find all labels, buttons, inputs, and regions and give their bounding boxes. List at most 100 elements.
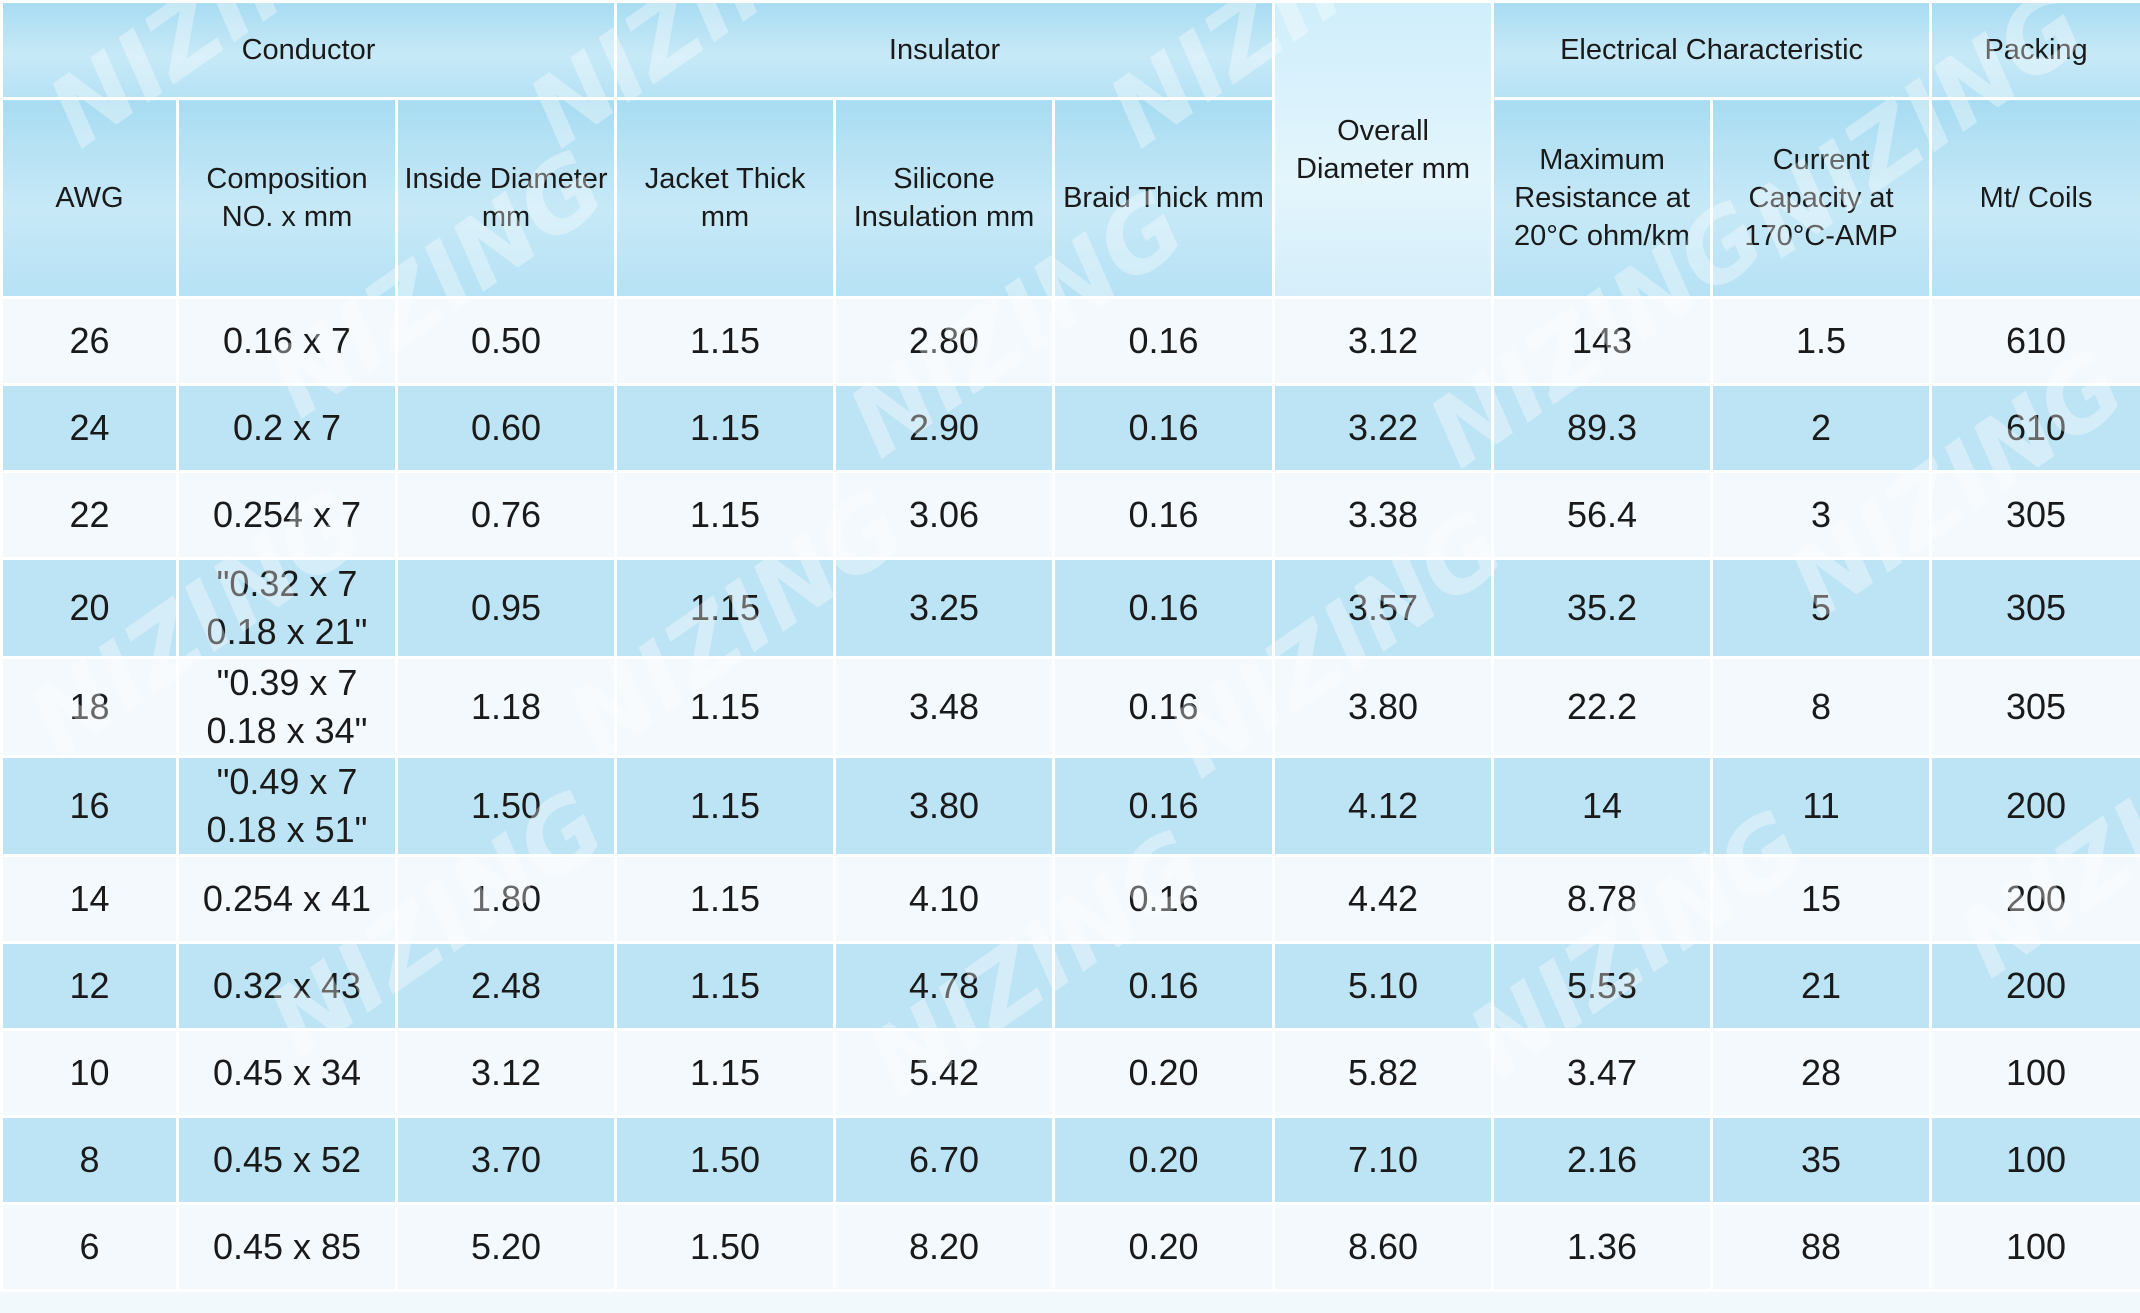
table-row: 20 "0.32 x 7 0.18 x 21" 0.95 1.15 3.25 0.16 3.… [0,557,2140,659]
cell-braid-thick: 0.16 [1052,383,1276,473]
table-row: 8 0.45 x 52 3.70 1.50 6.70 0.20 7.10 2.16 35 100 [0,1115,2140,1205]
cell-inside-diameter: 5.20 [394,1202,618,1292]
cell-current-capacity: 3 [1710,470,1933,560]
cell-overall-diameter: 7.10 [1272,1115,1495,1205]
cell-awg: 20 [0,557,179,659]
cell-jacket-thick: 1.15 [614,470,837,560]
cell-mt-coils: 610 [1929,383,2140,473]
cell-awg: 10 [0,1028,179,1118]
cell-inside-diameter: 1.50 [394,755,618,857]
cell-braid-thick: 0.16 [1052,854,1276,944]
cell-jacket-thick: 1.15 [614,854,837,944]
cell-awg: 8 [0,1115,179,1205]
cell-max-resistance: 143 [1491,296,1714,386]
cell-jacket-thick: 1.15 [614,296,837,386]
cell-max-resistance: 2.16 [1491,1115,1714,1205]
cell-jacket-thick: 1.15 [614,755,837,857]
column-header-overall-diameter: Overall Diameter mm [1272,0,1495,299]
cell-silicone-insulation: 4.78 [833,941,1056,1031]
cell-mt-coils: 200 [1929,941,2140,1031]
cell-overall-diameter: 3.12 [1272,296,1495,386]
cell-awg: 12 [0,941,179,1031]
cell-composition: "0.49 x 7 0.18 x 51" [176,755,398,857]
cell-composition: 0.2 x 7 [176,383,398,473]
cell-silicone-insulation: 6.70 [833,1115,1056,1205]
cell-jacket-thick: 1.15 [614,941,837,1031]
group-header-conductor: Conductor [0,0,618,100]
cell-inside-diameter: 3.12 [394,1028,618,1118]
cell-overall-diameter: 5.10 [1272,941,1495,1031]
cell-max-resistance: 8.78 [1491,854,1714,944]
cell-overall-diameter: 3.22 [1272,383,1495,473]
cell-awg: 26 [0,296,179,386]
group-header-packing: Packing [1929,0,2140,100]
cell-braid-thick: 0.20 [1052,1202,1276,1292]
cell-braid-thick: 0.20 [1052,1115,1276,1205]
group-header-insulator: Insulator [614,0,1276,100]
table-row: 18 "0.39 x 7 0.18 x 34" 1.18 1.15 3.48 0.16 3.… [0,656,2140,758]
cell-braid-thick: 0.16 [1052,470,1276,560]
cell-composition: 0.45 x 85 [176,1202,398,1292]
cell-mt-coils: 200 [1929,755,2140,857]
cell-overall-diameter: 5.82 [1272,1028,1495,1118]
column-header-current-capacity: Current Capacity at 170°C-AMP [1710,97,1933,299]
cell-mt-coils: 100 [1929,1115,2140,1205]
column-header-awg: AWG [0,97,179,299]
column-header-silicone-insulation: Silicone Insulation mm [833,97,1056,299]
column-header-inside-diameter: Inside Diameter mm [394,97,618,299]
table-row: 22 0.254 x 7 0.76 1.15 3.06 0.16 3.38 56.4 3 305 [0,470,2140,560]
cell-jacket-thick: 1.50 [614,1115,837,1205]
cell-jacket-thick: 1.15 [614,656,837,758]
column-header-jacket-thick: Jacket Thick mm [614,97,837,299]
cell-jacket-thick: 1.15 [614,1028,837,1118]
cell-max-resistance: 56.4 [1491,470,1714,560]
group-header-electrical: Electrical Characteristic [1491,0,1933,100]
cell-current-capacity: 8 [1710,656,1933,758]
cell-max-resistance: 14 [1491,755,1714,857]
cell-overall-diameter: 3.57 [1272,557,1495,659]
cell-current-capacity: 5 [1710,557,1933,659]
cell-current-capacity: 1.5 [1710,296,1933,386]
cell-awg: 14 [0,854,179,944]
cell-inside-diameter: 1.80 [394,854,618,944]
cell-overall-diameter: 3.38 [1272,470,1495,560]
cell-max-resistance: 35.2 [1491,557,1714,659]
cell-jacket-thick: 1.15 [614,557,837,659]
cell-mt-coils: 305 [1929,470,2140,560]
cell-inside-diameter: 0.95 [394,557,618,659]
cell-composition: 0.45 x 34 [176,1028,398,1118]
cell-overall-diameter: 4.42 [1272,854,1495,944]
table-row: 26 0.16 x 7 0.50 1.15 2.80 0.16 3.12 143 1.5 610 [0,296,2140,386]
cell-overall-diameter: 3.80 [1272,656,1495,758]
cell-braid-thick: 0.20 [1052,1028,1276,1118]
cell-composition: 0.16 x 7 [176,296,398,386]
cell-silicone-insulation: 2.80 [833,296,1056,386]
cell-awg: 18 [0,656,179,758]
cell-composition: 0.254 x 41 [176,854,398,944]
cell-current-capacity: 11 [1710,755,1933,857]
cell-braid-thick: 0.16 [1052,755,1276,857]
column-header-composition: Composition NO. x mm [176,97,398,299]
cell-inside-diameter: 1.18 [394,656,618,758]
table-row: 6 0.45 x 85 5.20 1.50 8.20 0.20 8.60 1.36 88 100 [0,1202,2140,1292]
cell-silicone-insulation: 3.48 [833,656,1056,758]
cell-inside-diameter: 0.60 [394,383,618,473]
cell-braid-thick: 0.16 [1052,941,1276,1031]
cell-braid-thick: 0.16 [1052,557,1276,659]
cell-jacket-thick: 1.50 [614,1202,837,1292]
cell-awg: 24 [0,383,179,473]
cell-current-capacity: 28 [1710,1028,1933,1118]
cell-inside-diameter: 2.48 [394,941,618,1031]
cell-current-capacity: 15 [1710,854,1933,944]
cell-mt-coils: 610 [1929,296,2140,386]
table-row: 16 "0.49 x 7 0.18 x 51" 1.50 1.15 3.80 0.16 4.… [0,755,2140,857]
cell-silicone-insulation: 2.90 [833,383,1056,473]
cell-composition: 0.32 x 43 [176,941,398,1031]
cell-inside-diameter: 0.76 [394,470,618,560]
cell-braid-thick: 0.16 [1052,296,1276,386]
table-row: 12 0.32 x 43 2.48 1.15 4.78 0.16 5.10 5.53 21 200 [0,941,2140,1031]
table-row: 24 0.2 x 7 0.60 1.15 2.90 0.16 3.22 89.3 2 610 [0,383,2140,473]
cell-mt-coils: 305 [1929,557,2140,659]
column-header-max-resistance: Maximum Resistance at 20°C ohm/km [1491,97,1714,299]
